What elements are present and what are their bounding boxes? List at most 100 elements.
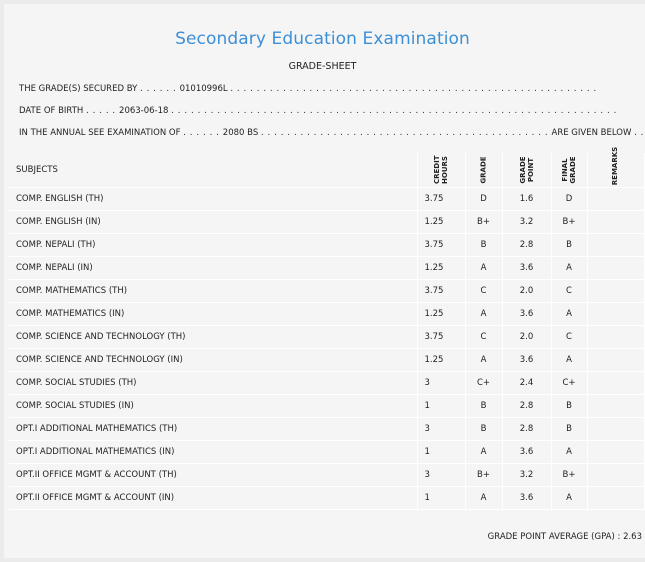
remarks-cell (587, 486, 645, 510)
grades-table: SUBJECTS CREDIT HOURS GRADE GRADE POINT … (9, 147, 645, 510)
grade-point-cell: 2.0 (502, 279, 552, 303)
table-row: COMP. SOCIAL STUDIES (IN) 1 B 2.8 B (9, 394, 645, 418)
remarks-cell (587, 325, 645, 349)
symbol-number: 01010996L (179, 84, 228, 94)
grade-point-cell: 3.6 (502, 256, 552, 280)
remarks-cell (587, 233, 645, 257)
remarks-cell (587, 302, 645, 326)
credit-hours-cell: 1 (417, 486, 466, 510)
dob-line: DATE OF BIRTH . . . . . 2063-06-18 . . .… (19, 106, 617, 116)
grade-cell: C (465, 325, 503, 349)
subject-cell: COMP. ENGLISH (TH) (9, 187, 418, 211)
grade-cell: B (465, 233, 503, 257)
credit-hours-cell: 1 (417, 394, 466, 418)
grade-point-cell: 2.8 (502, 417, 552, 441)
remarks-header: REMARKS (587, 147, 645, 188)
subject-cell: COMP. ENGLISH (IN) (9, 210, 418, 234)
grade-point-cell: 3.6 (502, 302, 552, 326)
grade-point-cell: 3.6 (502, 440, 552, 464)
subject-cell: OPT.II OFFICE MGMT & ACCOUNT (TH) (9, 463, 418, 487)
grade-point-cell: 2.8 (502, 233, 552, 257)
subject-cell: OPT.II OFFICE MGMT & ACCOUNT (IN) (9, 486, 418, 510)
table-row: COMP. SCIENCE AND TECHNOLOGY (IN) 1.25 A 3.… (9, 348, 645, 372)
page-title: Secondary Education Examination (175, 29, 470, 49)
credit-hours-cell: 3.75 (417, 187, 466, 211)
grade-cell: B+ (465, 210, 503, 234)
final-grade-cell: A (551, 348, 588, 372)
grade-point-cell: 2.0 (502, 325, 552, 349)
grade-point-header: GRADE POINT (502, 153, 552, 188)
grade-point-cell: 3.6 (502, 486, 552, 510)
table-row: COMP. SOCIAL STUDIES (TH) 3 C+ 2.4 C+ (9, 371, 645, 395)
subject-cell: COMP. SCIENCE AND TECHNOLOGY (IN) (9, 348, 418, 372)
remarks-cell (587, 417, 645, 441)
grade-point-cell: 2.4 (502, 371, 552, 395)
subject-cell: COMP. NEPALI (TH) (9, 233, 418, 257)
gpa-summary: GRADE POINT AVERAGE (GPA) : 2.63 (488, 532, 642, 542)
subject-cell: OPT.I ADDITIONAL MATHEMATICS (TH) (9, 417, 418, 441)
remarks-cell (587, 440, 645, 464)
subject-cell: OPT.I ADDITIONAL MATHEMATICS (IN) (9, 440, 418, 464)
credit-hours-cell: 3.75 (417, 233, 466, 257)
subject-cell: COMP. MATHEMATICS (IN) (9, 302, 418, 326)
remarks-cell (587, 210, 645, 234)
grade-header: GRADE (465, 153, 503, 188)
grade-point-cell: 1.6 (502, 187, 552, 211)
subject-cell: COMP. SOCIAL STUDIES (TH) (9, 371, 418, 395)
grade-cell: B+ (465, 463, 503, 487)
given-below-label: ARE GIVEN BELOW (551, 128, 632, 138)
grade-point-cell: 3.2 (502, 210, 552, 234)
subject-cell: COMP. NEPALI (IN) (9, 256, 418, 280)
remarks-cell (587, 256, 645, 280)
gpa-value: 2.63 (623, 532, 642, 542)
grade-cell: A (465, 440, 503, 464)
credit-hours-cell: 1.25 (417, 302, 466, 326)
grade-cell: A (465, 302, 503, 326)
exam-label: IN THE ANNUAL SEE EXAMINATION OF (19, 128, 181, 138)
credit-hours-cell: 3.75 (417, 279, 466, 303)
credit-hours-cell: 1 (417, 440, 466, 464)
subject-cell: COMP. MATHEMATICS (TH) (9, 279, 418, 303)
exam-line: IN THE ANNUAL SEE EXAMINATION OF . . . .… (19, 128, 645, 138)
final-grade-cell: B+ (551, 463, 588, 487)
gpa-label: GRADE POINT AVERAGE (GPA) : (487, 532, 621, 542)
table-row: OPT.II OFFICE MGMT & ACCOUNT (TH) 3 B+ 3.2 B… (9, 463, 645, 487)
secured-by-label: THE GRADE(S) SECURED BY (19, 84, 138, 94)
grade-cell: A (465, 486, 503, 510)
subjects-header: SUBJECTS (9, 153, 418, 188)
exam-year: 2080 BS (222, 128, 259, 138)
final-grade-cell: A (551, 440, 588, 464)
table-row: COMP. SCIENCE AND TECHNOLOGY (TH) 3.75 C 2.… (9, 325, 645, 349)
dob-value: 2063-06-18 (119, 106, 169, 116)
credit-hours-cell: 3 (417, 417, 466, 441)
grade-cell: C (465, 279, 503, 303)
final-grade-cell: D (551, 187, 588, 211)
table-row: OPT.II OFFICE MGMT & ACCOUNT (IN) 1 A 3.6 A (9, 486, 645, 510)
final-grade-cell: B (551, 394, 588, 418)
remarks-cell (587, 371, 645, 395)
remarks-cell (587, 348, 645, 372)
final-grade-cell: C (551, 325, 588, 349)
secured-by-line: THE GRADE(S) SECURED BY . . . . . . 0101… (19, 84, 597, 94)
table-row: COMP. ENGLISH (IN) 1.25 B+ 3.2 B+ (9, 210, 645, 234)
grade-point-cell: 3.2 (502, 463, 552, 487)
grade-point-cell: 3.6 (502, 348, 552, 372)
final-grade-cell: B (551, 417, 588, 441)
credit-hours-cell: 1.25 (417, 210, 466, 234)
table-row: COMP. NEPALI (IN) 1.25 A 3.6 A (9, 256, 645, 280)
credit-hours-cell: 1.25 (417, 256, 466, 280)
table-row: OPT.I ADDITIONAL MATHEMATICS (IN) 1 A 3.6 A (9, 440, 645, 464)
grade-cell: C+ (465, 371, 503, 395)
final-grade-cell: B+ (551, 210, 588, 234)
final-grade-cell: A (551, 486, 588, 510)
table-row: OPT.I ADDITIONAL MATHEMATICS (TH) 3 B 2.8 B (9, 417, 645, 441)
grade-cell: D (465, 187, 503, 211)
credit-hours-cell: 3 (417, 463, 466, 487)
final-grade-cell: A (551, 256, 588, 280)
table-row: COMP. MATHEMATICS (TH) 3.75 C 2.0 C (9, 279, 645, 303)
credit-hours-cell: 3 (417, 371, 466, 395)
grade-cell: A (465, 256, 503, 280)
page-subtitle: GRADE-SHEET (288, 61, 357, 72)
credit-hours-cell: 1.25 (417, 348, 466, 372)
grade-cell: B (465, 394, 503, 418)
